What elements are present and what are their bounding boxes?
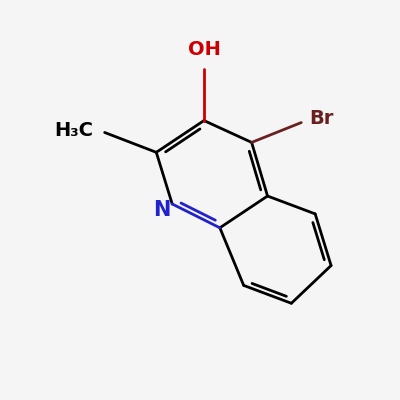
Text: OH: OH bbox=[188, 40, 220, 59]
Text: Br: Br bbox=[309, 109, 334, 128]
Text: H₃C: H₃C bbox=[54, 121, 93, 140]
Text: N: N bbox=[154, 200, 171, 220]
